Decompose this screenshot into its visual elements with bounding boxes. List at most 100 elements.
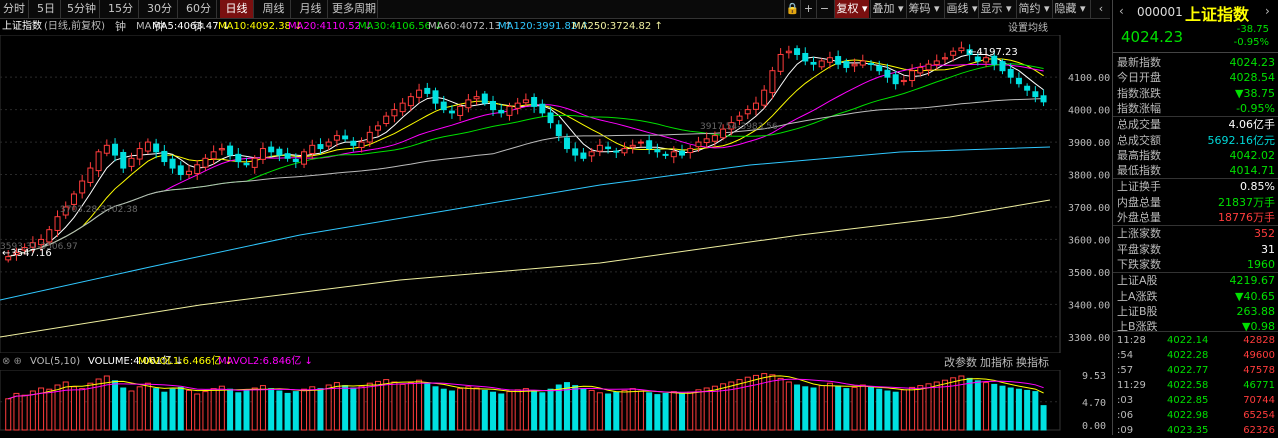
quote-row: 总成交额 5692.16亿元 xyxy=(1117,133,1275,148)
vol-label: VOL(5,10) xyxy=(30,356,81,367)
toolbar-button-1[interactable]: 叠加 ▾ xyxy=(870,0,905,18)
plus-icon[interactable]: + xyxy=(800,0,816,18)
candle-body-81 xyxy=(670,151,677,158)
tick-volume: 49600 xyxy=(1243,350,1275,361)
volume-bar-24 xyxy=(202,391,209,431)
candle-body-1 xyxy=(13,251,20,255)
vol-tick-label-2: 0.00 xyxy=(1082,421,1106,432)
period-tab-8[interactable]: 月线 xyxy=(294,0,328,18)
candle-body-6 xyxy=(54,216,61,231)
quote-row: 平盘家数 31 xyxy=(1117,242,1275,257)
volume-bar-87 xyxy=(720,383,727,431)
quote-row: 内盘总量 21837万手 xyxy=(1117,195,1275,210)
ma-label: MA xyxy=(136,21,152,32)
toolbar-button-2[interactable]: 筹码 ▾ xyxy=(906,0,941,18)
quote-row-value: ▼0.98 xyxy=(1242,320,1275,334)
period-tab-2[interactable]: 5分钟 xyxy=(64,0,100,18)
candle-body-65 xyxy=(539,103,546,114)
y-tick-label-6: 3500.00 xyxy=(1068,268,1110,279)
volume-bar-77 xyxy=(637,390,644,431)
volume-bar-51 xyxy=(424,382,431,431)
volume-bar-46 xyxy=(383,379,390,431)
candle-body-119 xyxy=(983,57,990,63)
volume-bar-94 xyxy=(777,377,784,431)
minus-icon[interactable]: − xyxy=(816,0,832,18)
volume-bar-106 xyxy=(876,388,883,431)
period-tab-0[interactable]: 分时 xyxy=(0,0,29,18)
candle-body-125 xyxy=(1032,91,1039,98)
quote-row-label: 指数涨跌 xyxy=(1117,86,1161,100)
candlestick-chart[interactable]: 4100.00 4000.00 3900.00 3800.00 3700.00 3600.… xyxy=(0,35,1110,353)
tick-price: 4023.35 xyxy=(1167,425,1209,436)
quote-row-value: ▼40.65 xyxy=(1235,289,1275,303)
toolbar-button-5[interactable]: 简约 ▾ xyxy=(1016,0,1051,18)
volume-bar-5 xyxy=(46,388,53,431)
indicator-button-0[interactable]: 改参数 xyxy=(944,356,977,369)
quote-row-label: 上证B股 xyxy=(1117,304,1158,318)
quote-row-value: 1960 xyxy=(1247,257,1275,271)
period-tab-4[interactable]: 30分钟 xyxy=(142,0,178,33)
volume-bar-16 xyxy=(136,386,143,431)
toolbar-button-4[interactable]: 显示 ▾ xyxy=(978,0,1013,18)
quote-row-label: 平盘家数 xyxy=(1117,242,1161,256)
quote-row: 今日开盘 4028.54 xyxy=(1117,70,1275,85)
candle-body-48 xyxy=(399,102,406,113)
next-arrow-icon[interactable]: › xyxy=(1265,4,1270,18)
candle-body-104 xyxy=(859,60,866,66)
volume-chart[interactable]: 9.53 4.70 0.00 xyxy=(0,370,1110,435)
candle-body-16 xyxy=(136,148,143,160)
volume-bar-44 xyxy=(366,382,373,431)
toolbar-button-0[interactable]: 复权 ▾ xyxy=(834,0,869,18)
volume-bar-55 xyxy=(457,388,464,431)
volume-bar-2 xyxy=(21,394,28,431)
indicator-button-2[interactable]: 换指标 xyxy=(1016,356,1049,369)
volume-bar-122 xyxy=(1007,387,1014,431)
candle-body-108 xyxy=(892,74,899,85)
candle-body-15 xyxy=(128,157,135,167)
quote-row-value: ▼38.75 xyxy=(1235,86,1275,100)
tick-time: 11:29 xyxy=(1117,380,1146,391)
candle-body-28 xyxy=(235,153,242,163)
candle-body-93 xyxy=(769,70,776,94)
candle-body-88 xyxy=(728,122,735,130)
indicator-button-1[interactable]: 加指标 xyxy=(980,356,1013,369)
candle-body-54 xyxy=(448,110,455,114)
ma-settings-button[interactable]: 设置均线 xyxy=(1008,23,1048,34)
candle-body-109 xyxy=(900,79,907,83)
quote-panel: ‹ 000001 上证指数 › 4024.23 -38.75 -0.95% 最新… xyxy=(1112,0,1278,436)
candle-body-116 xyxy=(958,47,965,52)
volume-bar-32 xyxy=(268,388,275,431)
lock-icon[interactable]: 🔒 xyxy=(784,0,800,18)
candle-body-7 xyxy=(62,206,69,216)
candle-body-22 xyxy=(185,170,192,176)
ma-value-5: MA120:3991.82 ↑ xyxy=(498,21,589,32)
collapse-chevron-icon[interactable]: ‹ xyxy=(1090,0,1111,18)
candle-body-94 xyxy=(777,53,784,72)
prev-arrow-icon[interactable]: ‹ xyxy=(1119,4,1124,18)
quote-row-label: 上证A股 xyxy=(1117,274,1158,288)
candle-body-12 xyxy=(103,144,110,154)
period-tab-3[interactable]: 15分钟 xyxy=(103,0,139,33)
volume-bar-115 xyxy=(950,377,957,431)
volume-bar-81 xyxy=(670,391,677,431)
candle-body-38 xyxy=(317,144,324,150)
volume-bar-85 xyxy=(703,387,710,431)
candle-body-86 xyxy=(711,135,718,142)
period-tab-5[interactable]: 60分钟 xyxy=(181,0,217,33)
candle-body-102 xyxy=(843,61,850,68)
period-tab-1[interactable]: 5日 xyxy=(32,0,61,18)
candle-body-43 xyxy=(358,141,365,148)
candle-body-37 xyxy=(309,144,316,154)
period-tab-7[interactable]: 周线 xyxy=(257,0,291,18)
toolbar-button-3[interactable]: 画线 ▾ xyxy=(944,0,979,18)
candle-body-34 xyxy=(284,153,291,159)
volume-bar-30 xyxy=(251,387,258,431)
toolbar-button-6[interactable]: 隐藏 ▾ xyxy=(1052,0,1087,18)
candle-body-126 xyxy=(1040,95,1047,103)
period-tab-6[interactable]: 日线 xyxy=(220,0,254,18)
tick-row: :54 4022.28 49600 xyxy=(1117,348,1275,363)
quote-row: 总成交量 4.06亿手 xyxy=(1117,117,1275,132)
tick-price: 4022.85 xyxy=(1167,395,1209,406)
candle-body-52 xyxy=(432,90,439,104)
period-tab-9[interactable]: 更多周期 xyxy=(331,0,378,18)
